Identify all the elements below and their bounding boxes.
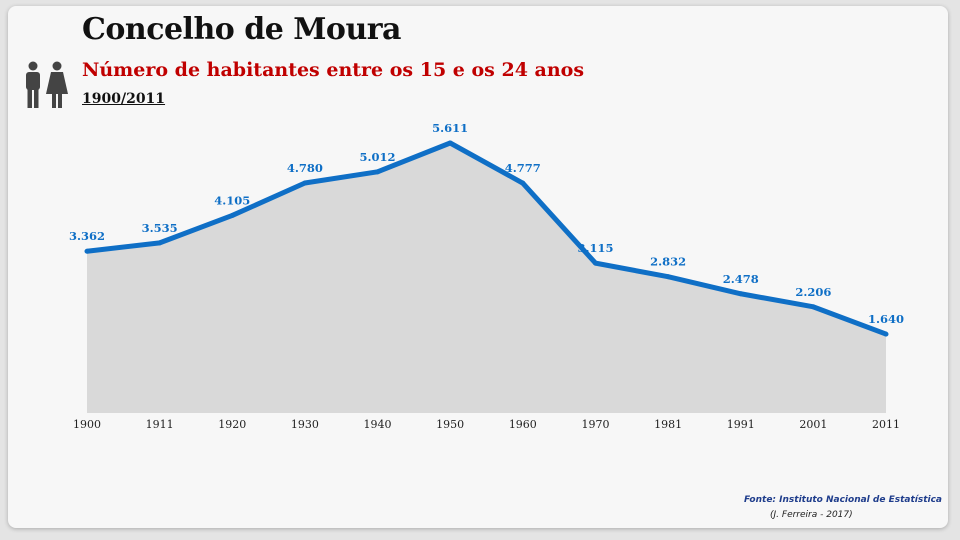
data-label: 5.611 <box>432 121 468 135</box>
data-point <box>883 331 889 337</box>
chart-subtitle: Número de habitantes entre os 15 e os 24… <box>82 59 585 81</box>
x-tick-label: 1970 <box>581 418 609 431</box>
data-point <box>84 248 90 254</box>
x-axis-ticks: 1900 1911 1920 1930 1940 1950 1960 1970 1981 1991… <box>73 418 900 431</box>
x-tick-label: 1920 <box>218 418 246 431</box>
data-label: 2.478 <box>723 272 759 286</box>
data-label: 3.535 <box>142 221 178 235</box>
data-label: 2.832 <box>650 255 686 269</box>
man-woman-icon <box>22 60 70 114</box>
data-label: 5.012 <box>360 150 396 164</box>
data-point <box>229 212 235 218</box>
data-point <box>302 180 308 186</box>
data-point <box>665 274 671 280</box>
author-note: (J. Ferreira - 2017) <box>770 510 853 520</box>
data-label: 2.206 <box>795 285 831 299</box>
x-tick-label: 1940 <box>364 418 392 431</box>
series-line <box>86 140 887 337</box>
data-label: 3.115 <box>577 241 613 255</box>
data-point <box>447 140 453 146</box>
page-title: Concelho de Moura <box>82 12 402 47</box>
data-point <box>375 169 381 175</box>
x-tick-label: 2011 <box>872 418 900 431</box>
x-tick-label: 1991 <box>727 418 755 431</box>
data-point <box>738 291 744 297</box>
x-tick-label: 1960 <box>509 418 537 431</box>
data-point <box>520 180 526 186</box>
data-labels: 3.362 3.535 4.105 4.780 5.012 5.611 4.777 3.115… <box>69 121 904 326</box>
data-label: 3.362 <box>69 229 105 243</box>
data-label: 1.640 <box>868 312 904 326</box>
data-label: 4.105 <box>214 193 250 207</box>
x-tick-label: 1981 <box>654 418 682 431</box>
x-tick-label: 1911 <box>146 418 174 431</box>
x-tick-label: 1900 <box>73 418 101 431</box>
area-fill <box>87 143 886 413</box>
period-label: 1900/2011 <box>82 91 166 107</box>
data-label: 4.777 <box>505 161 541 175</box>
plot-area <box>84 140 889 413</box>
data-point <box>810 304 816 310</box>
data-label: 4.780 <box>287 161 323 175</box>
x-tick-label: 1930 <box>291 418 319 431</box>
source-note: Fonte: Instituto Nacional de Estatística <box>743 495 942 505</box>
data-point <box>157 240 163 246</box>
x-tick-label: 2001 <box>799 418 827 431</box>
data-point <box>592 260 598 266</box>
x-tick-label: 1950 <box>436 418 464 431</box>
